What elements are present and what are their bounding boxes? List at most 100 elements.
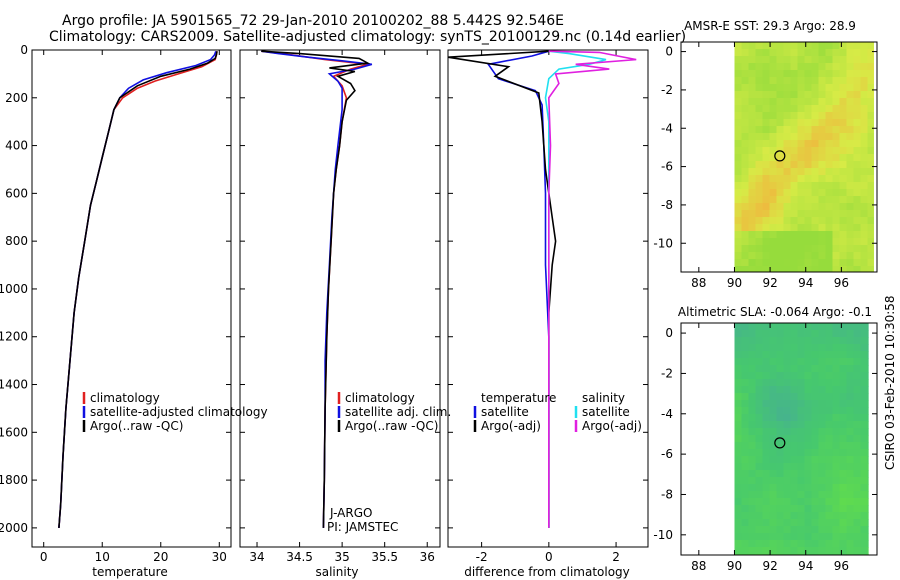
heatmap-cell <box>755 42 763 50</box>
heatmap-cell <box>818 372 826 380</box>
heatmap-cell <box>797 217 805 225</box>
heatmap-cell <box>790 56 798 64</box>
heatmap-cell <box>748 77 756 85</box>
heatmap-cell <box>748 259 756 267</box>
heatmap-cell <box>804 112 812 120</box>
heatmap-cell <box>832 133 840 141</box>
heatmap-cell <box>776 547 784 555</box>
heatmap-cell <box>783 477 791 485</box>
heatmap-cell <box>783 330 791 338</box>
heatmap-cell <box>734 70 742 78</box>
heatmap-cell <box>839 428 847 436</box>
heatmap-cell <box>853 224 861 232</box>
heatmap-cell <box>860 161 868 169</box>
heatmap-cell <box>846 154 854 162</box>
heatmap-cell <box>846 189 854 197</box>
heatmap-cell <box>748 365 756 373</box>
heatmap-cell <box>797 540 805 548</box>
heatmap-cell <box>755 519 763 527</box>
heatmap-cell <box>811 140 819 148</box>
heatmap-cell <box>790 323 798 331</box>
heatmap-cell <box>741 105 749 113</box>
heatmap-cell <box>797 259 805 267</box>
heatmap-cell <box>755 484 763 492</box>
heatmap-cell <box>811 456 819 464</box>
heatmap-cell <box>769 428 777 436</box>
heatmap-cell <box>783 224 791 232</box>
heatmap-cell <box>755 491 763 499</box>
heatmap-cell <box>783 547 791 555</box>
heatmap-cell <box>783 456 791 464</box>
heatmap-cell <box>860 365 868 373</box>
heatmap-cell <box>825 323 833 331</box>
heatmap-cell <box>783 63 791 71</box>
heatmap-cell <box>741 238 749 246</box>
heatmap-cell <box>832 533 840 541</box>
heatmap-cell <box>790 477 798 485</box>
heatmap-cell <box>867 112 874 120</box>
heatmap-cell <box>832 477 840 485</box>
heatmap-cell <box>846 42 854 50</box>
heatmap-cell <box>769 323 777 331</box>
heatmap-cell <box>811 428 819 436</box>
heatmap-cell <box>853 175 861 183</box>
heatmap-cell <box>825 266 833 273</box>
heatmap-cell <box>846 196 854 204</box>
heatmap-cell <box>811 323 819 331</box>
heatmap-cell <box>867 175 874 183</box>
heatmap-cell <box>867 217 874 225</box>
sla-map-panel: 88 90 92 94 96 0 -2 -4 -6 -8 -10 <box>653 322 878 573</box>
heatmap-cell <box>853 337 861 345</box>
heatmap-cell <box>825 386 833 394</box>
heatmap-cell <box>825 393 833 401</box>
heatmap-cell <box>853 330 861 338</box>
heatmap-cell <box>860 477 868 485</box>
heatmap-cell <box>853 70 861 78</box>
heatmap-cell <box>734 386 742 394</box>
heatmap-cell <box>867 498 869 506</box>
heatmap-cell <box>776 161 784 169</box>
heatmap-cell <box>762 112 770 120</box>
heatmap-cell <box>846 428 854 436</box>
heatmap-cell <box>832 84 840 92</box>
heatmap-cell <box>755 70 763 78</box>
heatmap-cell <box>846 259 854 267</box>
map-frame <box>680 322 878 556</box>
heatmap-cell <box>832 470 840 478</box>
heatmap-cell <box>790 238 798 246</box>
heatmap-cell <box>853 442 861 450</box>
heatmap-cell <box>734 421 742 429</box>
heatmap-cell <box>860 196 868 204</box>
heatmap-cell <box>741 540 749 548</box>
heatmap-cell <box>790 547 798 555</box>
series-line-climatology <box>58 51 218 528</box>
heatmap-cell <box>853 456 861 464</box>
heatmap-cell <box>846 175 854 183</box>
heatmap-cell <box>762 449 770 457</box>
heatmap-cell <box>741 259 749 267</box>
heatmap-cell <box>748 449 756 457</box>
heatmap-cell <box>818 414 826 422</box>
heatmap-cell <box>811 491 819 499</box>
heatmap-cell <box>776 56 784 64</box>
heatmap-cell <box>762 526 770 534</box>
legend-label: Argo(..raw -QC) <box>90 419 183 433</box>
heatmap-cell <box>818 330 826 338</box>
heatmap-cell <box>776 428 784 436</box>
heatmap-cell <box>741 330 749 338</box>
heatmap-cell <box>776 112 784 120</box>
heatmap-cell <box>748 435 756 443</box>
heatmap-cell <box>783 168 791 176</box>
heatmap-cell <box>769 91 777 99</box>
heatmap-cell <box>846 77 854 85</box>
heatmap-cell <box>762 231 770 239</box>
heatmap-cell <box>867 463 869 471</box>
heatmap-cell <box>860 182 868 190</box>
heatmap-cell <box>762 484 770 492</box>
y-tick-label: -8 <box>661 198 673 212</box>
x-tick-label: 34 <box>249 550 264 564</box>
heatmap-cell <box>860 154 868 162</box>
heatmap-cell <box>755 63 763 71</box>
heatmap-cell <box>748 330 756 338</box>
heatmap-cell <box>762 91 770 99</box>
